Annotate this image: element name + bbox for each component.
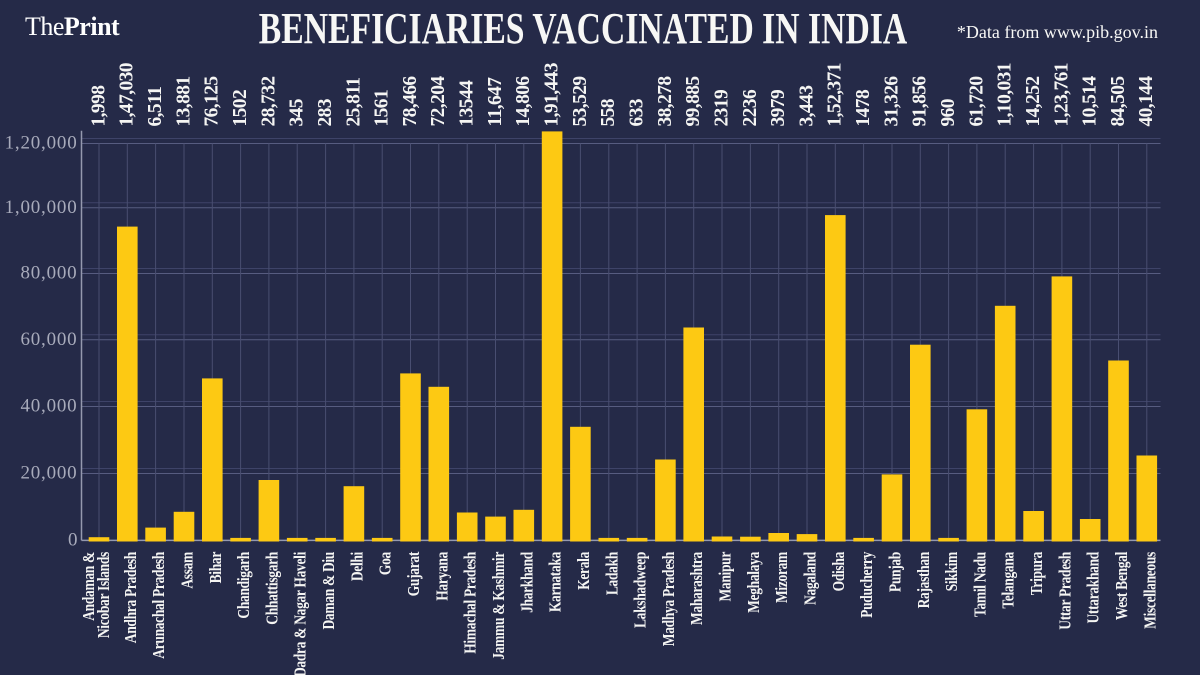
- svg-text:Andaman &: Andaman &: [81, 552, 98, 621]
- svg-text:Kerala: Kerala: [576, 551, 593, 590]
- svg-text:Meghalaya: Meghalaya: [746, 551, 763, 613]
- svg-text:Haryana: Haryana: [434, 551, 451, 601]
- svg-text:6,511: 6,511: [145, 87, 166, 127]
- svg-text:Andhra Pradesh: Andhra Pradesh: [123, 551, 140, 643]
- svg-text:80,000: 80,000: [20, 263, 77, 284]
- svg-text:1,52,371: 1,52,371: [825, 63, 846, 126]
- svg-text:Assam: Assam: [179, 551, 196, 588]
- svg-text:633: 633: [627, 98, 648, 126]
- svg-text:14,252: 14,252: [1023, 76, 1044, 126]
- svg-text:84,505: 84,505: [1108, 76, 1129, 127]
- svg-text:283: 283: [315, 98, 336, 126]
- svg-text:25,811: 25,811: [343, 78, 364, 127]
- svg-text:558: 558: [598, 98, 619, 126]
- svg-text:Ladakh: Ladakh: [604, 551, 621, 595]
- svg-text:West Bengal: West Bengal: [1114, 552, 1131, 620]
- svg-text:Nagaland: Nagaland: [802, 551, 819, 605]
- svg-text:3,443: 3,443: [796, 85, 817, 127]
- svg-text:1,91,443: 1,91,443: [542, 62, 563, 126]
- svg-text:Dadra & Nagar Haveli: Dadra & Nagar Haveli: [293, 552, 310, 675]
- svg-text:28,732: 28,732: [258, 76, 279, 126]
- svg-text:91,856: 91,856: [910, 76, 931, 127]
- svg-text:1478: 1478: [853, 89, 874, 126]
- svg-text:0: 0: [68, 530, 78, 551]
- svg-text:Jharkhand: Jharkhand: [519, 551, 536, 613]
- svg-text:Miscellaneous: Miscellaneous: [1142, 552, 1159, 629]
- svg-text:60,000: 60,000: [20, 329, 77, 350]
- svg-text:Daman & Diu: Daman & Diu: [321, 552, 338, 630]
- svg-text:Madhya Pradesh: Madhya Pradesh: [661, 551, 678, 646]
- svg-text:345: 345: [287, 98, 308, 126]
- svg-text:ThePrint: ThePrint: [25, 12, 120, 41]
- svg-text:Chandigarh: Chandigarh: [236, 551, 253, 618]
- svg-text:1,47,030: 1,47,030: [117, 63, 138, 126]
- svg-text:1,10,031: 1,10,031: [995, 63, 1016, 126]
- svg-text:99,885: 99,885: [683, 76, 704, 127]
- svg-text:Punjab: Punjab: [887, 552, 904, 592]
- svg-text:Himachal Pradesh: Himachal Pradesh: [463, 551, 480, 654]
- svg-text:Uttar Pradesh: Uttar Pradesh: [1057, 551, 1074, 630]
- svg-text:Delhi: Delhi: [349, 552, 366, 581]
- svg-text:13544: 13544: [457, 80, 478, 127]
- svg-text:Maharashtra: Maharashtra: [689, 551, 706, 625]
- svg-text:Manipur: Manipur: [717, 551, 734, 601]
- svg-text:Sikkim: Sikkim: [944, 551, 961, 591]
- svg-text:13,881: 13,881: [173, 76, 194, 126]
- svg-text:Odisha: Odisha: [831, 551, 848, 591]
- svg-text:Gujarat: Gujarat: [406, 552, 423, 597]
- svg-text:38,278: 38,278: [655, 76, 676, 127]
- svg-text:72,204: 72,204: [428, 76, 449, 127]
- svg-text:61,720: 61,720: [966, 76, 987, 126]
- svg-text:Telangana: Telangana: [1001, 551, 1018, 608]
- svg-text:Chhattisgarh: Chhattisgarh: [264, 551, 281, 625]
- svg-text:Puducherry: Puducherry: [859, 551, 876, 618]
- svg-text:Karnataka: Karnataka: [547, 551, 564, 612]
- svg-text:Uttarakhand: Uttarakhand: [1086, 551, 1103, 623]
- svg-text:Tripura: Tripura: [1029, 551, 1046, 595]
- svg-text:*Data from www.pib.gov.in: *Data from www.pib.gov.in: [957, 22, 1158, 42]
- svg-text:20,000: 20,000: [20, 463, 77, 484]
- svg-text:14,806: 14,806: [513, 76, 534, 127]
- svg-text:Lakshadweep: Lakshadweep: [632, 552, 649, 628]
- svg-text:Jammu & Kashmir: Jammu & Kashmir: [491, 551, 508, 659]
- svg-text:1,998: 1,998: [88, 85, 109, 127]
- svg-text:Tamil Nadu: Tamil Nadu: [972, 552, 989, 617]
- svg-text:3979: 3979: [768, 89, 789, 126]
- svg-text:1561: 1561: [372, 90, 393, 127]
- svg-text:1502: 1502: [230, 90, 251, 127]
- svg-text:53,529: 53,529: [570, 76, 591, 127]
- svg-text:78,466: 78,466: [400, 76, 421, 127]
- svg-text:11,647: 11,647: [485, 77, 506, 127]
- svg-text:40,144: 40,144: [1136, 76, 1157, 127]
- svg-text:76,125: 76,125: [202, 76, 223, 127]
- svg-text:1,20,000: 1,20,000: [5, 133, 78, 154]
- svg-text:2236: 2236: [740, 89, 761, 126]
- svg-text:Bihar: Bihar: [208, 551, 225, 583]
- svg-text:1,23,761: 1,23,761: [1051, 63, 1072, 126]
- svg-text:2319: 2319: [711, 89, 732, 126]
- svg-text:Rajasthan: Rajasthan: [916, 551, 933, 608]
- svg-text:31,326: 31,326: [881, 76, 902, 127]
- svg-text:Arunachal Pradesh: Arunachal Pradesh: [151, 551, 168, 659]
- svg-text:Goa: Goa: [378, 551, 395, 575]
- svg-text:1,00,000: 1,00,000: [5, 197, 78, 218]
- svg-text:Mizoram: Mizoram: [774, 551, 791, 603]
- svg-text:960: 960: [938, 99, 959, 126]
- svg-text:Nicobar Islands: Nicobar Islands: [96, 552, 113, 639]
- svg-text:40,000: 40,000: [20, 396, 77, 417]
- svg-text:BENEFICIARIES VACCINATED IN IN: BENEFICIARIES VACCINATED IN INDIA: [259, 4, 908, 54]
- svg-text:10,514: 10,514: [1080, 76, 1101, 127]
